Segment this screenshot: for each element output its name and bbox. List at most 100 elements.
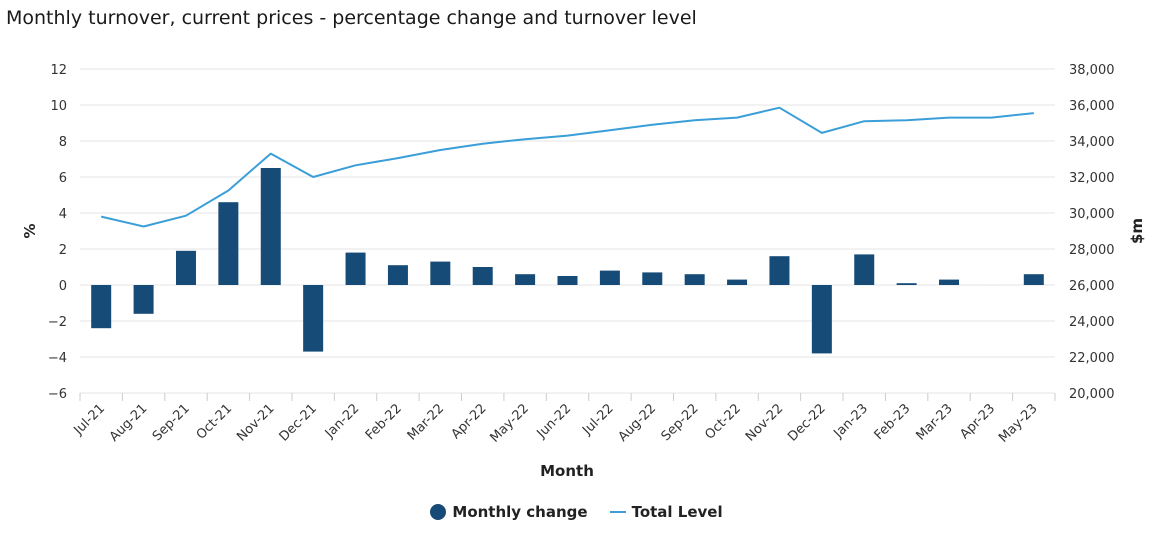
point-total-level[interactable] xyxy=(395,155,401,161)
point-total-level[interactable] xyxy=(310,174,316,180)
bar-series-monthly-change xyxy=(91,168,1044,354)
x-tick-label: Feb-22 xyxy=(363,401,405,443)
legend-marker-line xyxy=(609,511,626,513)
bar-monthly-change[interactable] xyxy=(387,265,408,285)
bar-monthly-change[interactable] xyxy=(175,250,196,285)
point-total-level[interactable] xyxy=(988,115,994,121)
legend-item-monthly-change[interactable]: Monthly change xyxy=(430,503,588,521)
point-total-level[interactable] xyxy=(141,224,147,230)
x-tick-label: Oct-21 xyxy=(194,401,236,443)
bar-monthly-change[interactable] xyxy=(599,270,620,285)
point-total-level[interactable] xyxy=(776,105,782,111)
x-tick-label: Jul-21 xyxy=(71,401,108,438)
point-total-level[interactable] xyxy=(692,117,698,123)
bar-monthly-change[interactable] xyxy=(557,276,578,285)
bar-monthly-change[interactable] xyxy=(303,285,324,352)
y-tick-label-right: 20,000 xyxy=(1069,387,1115,402)
x-tick-label: Jun-22 xyxy=(534,401,575,442)
x-tick-label: May-22 xyxy=(487,401,531,445)
x-tick-label: Oct-22 xyxy=(702,401,744,443)
point-total-level[interactable] xyxy=(649,122,655,128)
bar-monthly-change[interactable] xyxy=(91,285,112,329)
bar-monthly-change[interactable] xyxy=(939,279,960,285)
line-total-level[interactable] xyxy=(100,106,1034,228)
bar-monthly-change[interactable] xyxy=(769,256,790,285)
point-total-level[interactable] xyxy=(819,130,825,136)
bar-monthly-change[interactable] xyxy=(218,202,239,285)
point-total-level[interactable] xyxy=(98,214,104,220)
x-tick-label: Feb-23 xyxy=(872,401,914,443)
y-tick-label-left: 6 xyxy=(59,171,67,186)
legend-item-total-level[interactable]: Total Level xyxy=(609,503,723,521)
y-tick-label-right: 34,000 xyxy=(1069,135,1115,150)
right-axis-ticks: 20,000 22,000 24,000 26,000 28,000 30,000 32,0… xyxy=(1069,63,1115,402)
chart-plot: −6 −4 −2 0 2 4 6 8 10 12 20,000 22,000 24,000 26,000… xyxy=(21,63,1146,480)
bar-monthly-change[interactable] xyxy=(345,252,366,285)
legend-label-monthly-change: Monthly change xyxy=(452,503,588,521)
bar-monthly-change[interactable] xyxy=(727,279,748,285)
bar-monthly-change[interactable] xyxy=(133,285,154,314)
y-tick-label-right: 38,000 xyxy=(1069,63,1115,78)
y-axis-label-left: % xyxy=(21,223,39,238)
y-tick-label-left: −6 xyxy=(48,387,67,402)
y-axis-label-right: $m xyxy=(1128,218,1146,244)
point-total-level[interactable] xyxy=(904,117,910,123)
x-tick-label: May-23 xyxy=(996,401,1040,445)
y-tick-label-right: 28,000 xyxy=(1069,243,1115,258)
point-total-level[interactable] xyxy=(522,136,528,142)
line-series-total-level xyxy=(98,105,1037,230)
x-tick-label: Mar-22 xyxy=(405,401,447,443)
bar-monthly-change[interactable] xyxy=(684,274,705,285)
bar-monthly-change[interactable] xyxy=(854,254,875,285)
x-tick-label: Dec-21 xyxy=(277,401,320,444)
point-total-level[interactable] xyxy=(946,115,952,121)
y-tick-label-left: −2 xyxy=(48,315,67,330)
x-tick-label: Apr-22 xyxy=(449,401,490,442)
x-axis-label: Month xyxy=(540,462,594,480)
bar-monthly-change[interactable] xyxy=(430,261,451,285)
y-tick-label-left: 10 xyxy=(50,99,67,114)
y-tick-label-left: 2 xyxy=(59,243,67,258)
point-total-level[interactable] xyxy=(437,147,443,153)
y-tick-label-right: 32,000 xyxy=(1069,171,1115,186)
bar-monthly-change[interactable] xyxy=(896,283,917,285)
bar-monthly-change[interactable] xyxy=(515,274,536,285)
x-tick-label: Jan-23 xyxy=(831,401,872,442)
left-axis-ticks: −6 −4 −2 0 2 4 6 8 10 12 xyxy=(48,63,67,402)
y-tick-label-right: 36,000 xyxy=(1069,99,1115,114)
y-tick-label-left: 0 xyxy=(59,279,67,294)
bar-monthly-change[interactable] xyxy=(472,267,493,285)
y-tick-label-right: 24,000 xyxy=(1069,315,1115,330)
point-total-level[interactable] xyxy=(565,133,571,139)
legend-label-total-level: Total Level xyxy=(631,503,723,521)
point-total-level[interactable] xyxy=(1031,110,1037,116)
x-tick-label: Aug-21 xyxy=(107,401,151,445)
x-tick-label: Jan-22 xyxy=(322,401,363,442)
y-tick-label-left: 8 xyxy=(59,135,67,150)
legend-marker-bar xyxy=(430,504,447,520)
y-tick-label-right: 22,000 xyxy=(1069,351,1115,366)
y-tick-label-right: 30,000 xyxy=(1069,207,1115,222)
chart-title: Monthly turnover, current prices - perce… xyxy=(6,7,697,29)
point-total-level[interactable] xyxy=(734,115,740,121)
x-tick-label: Mar-23 xyxy=(913,401,955,443)
point-total-level[interactable] xyxy=(607,127,613,133)
point-total-level[interactable] xyxy=(225,188,231,194)
point-total-level[interactable] xyxy=(183,213,189,219)
x-tick-label: Apr-23 xyxy=(957,401,998,442)
point-total-level[interactable] xyxy=(861,118,867,124)
bar-monthly-change[interactable] xyxy=(260,168,281,285)
x-tick-label: Sep-22 xyxy=(659,401,702,444)
x-tick-label: Jul-22 xyxy=(579,401,616,438)
point-total-level[interactable] xyxy=(353,162,359,168)
y-tick-label-right: 26,000 xyxy=(1069,279,1115,294)
bar-monthly-change[interactable] xyxy=(642,272,663,285)
y-tick-label-left: 4 xyxy=(59,207,67,222)
point-total-level[interactable] xyxy=(268,151,274,157)
y-tick-label-left: −4 xyxy=(48,351,67,366)
y-tick-label-left: 12 xyxy=(50,63,67,78)
bar-monthly-change[interactable] xyxy=(811,285,832,354)
x-tick-label: Sep-21 xyxy=(150,401,193,444)
bar-monthly-change[interactable] xyxy=(1023,274,1044,285)
point-total-level[interactable] xyxy=(480,141,486,147)
